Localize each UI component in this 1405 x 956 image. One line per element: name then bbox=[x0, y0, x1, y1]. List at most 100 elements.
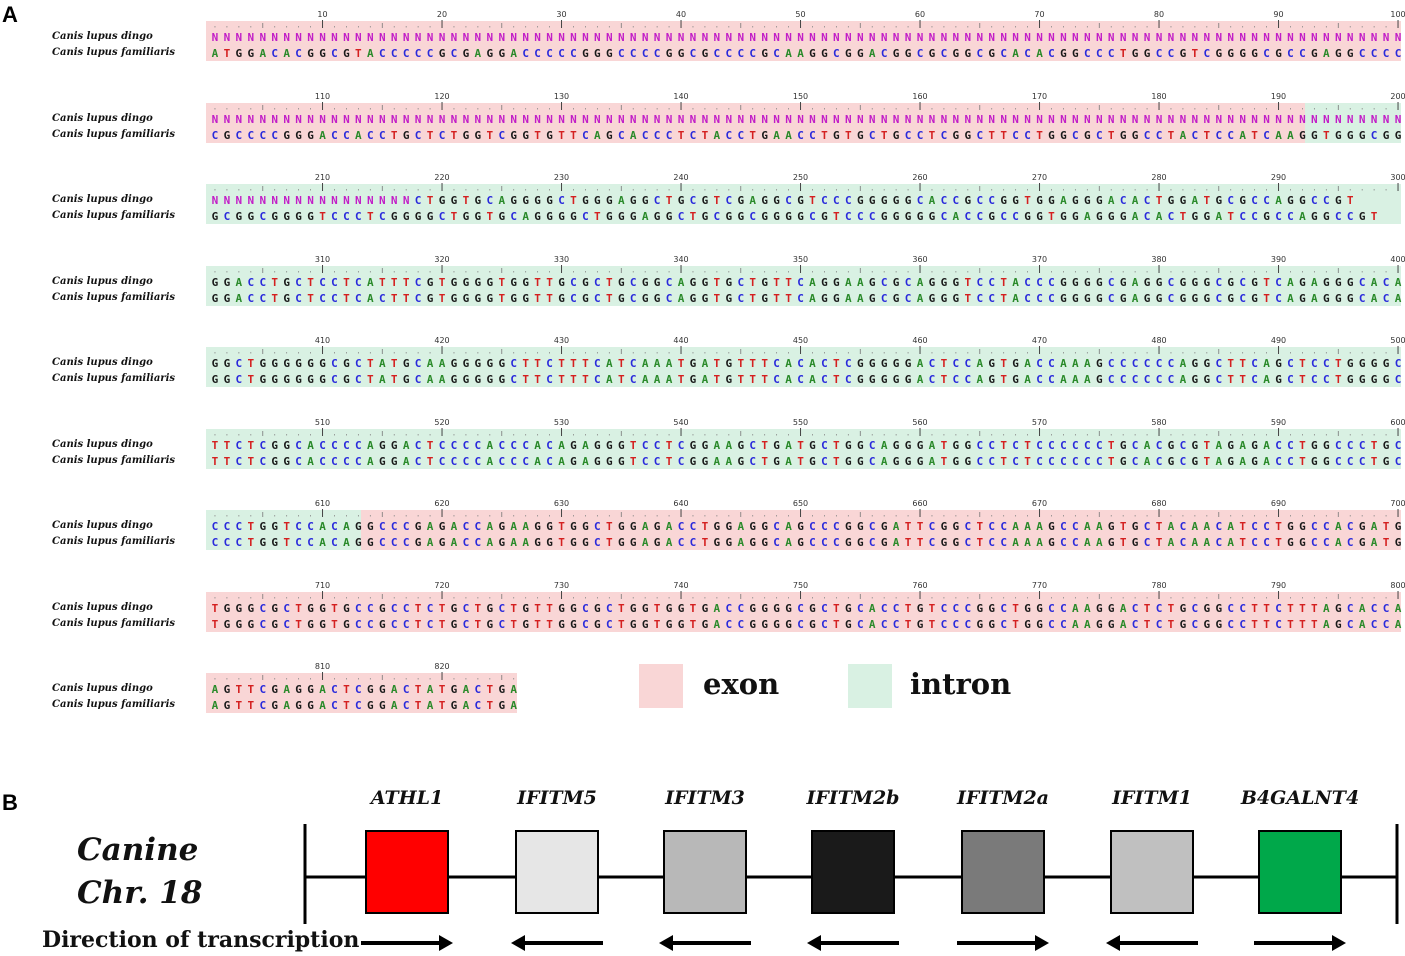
nucleotide: G bbox=[1299, 536, 1306, 549]
nucleotide: A bbox=[402, 454, 410, 468]
nucleotide: N bbox=[1203, 31, 1211, 44]
alignment-block: 410 420 430 440 450 460 470 480 490 500 Canis lupu… bbox=[0, 334, 1405, 394]
nucleotide: G bbox=[1334, 194, 1342, 207]
nucleotide: T bbox=[1334, 357, 1342, 370]
nucleotide: C bbox=[653, 438, 661, 452]
nucleotide: G bbox=[462, 275, 470, 289]
nucleotide: C bbox=[629, 357, 637, 370]
nucleotide: T bbox=[1000, 454, 1007, 468]
nucleotide: C bbox=[462, 601, 470, 615]
nucleotide: G bbox=[1179, 291, 1187, 305]
nucleotide: N bbox=[856, 31, 864, 44]
nucleotide: T bbox=[617, 357, 625, 370]
nucleotide: G bbox=[964, 454, 972, 468]
nucleotide: T bbox=[629, 454, 637, 468]
nucleotide: G bbox=[594, 617, 601, 631]
nucleotide: C bbox=[976, 291, 984, 305]
nucleotide: G bbox=[1191, 438, 1199, 452]
nucleotide: G bbox=[773, 454, 780, 468]
nucleotide: C bbox=[940, 194, 948, 207]
ruler-tick-label: 350 bbox=[793, 255, 808, 264]
nucleotide: T bbox=[1012, 617, 1019, 631]
nucleotide: N bbox=[868, 31, 876, 44]
nucleotide: N bbox=[904, 112, 912, 126]
nucleotide: A bbox=[868, 617, 876, 631]
nucleotide: G bbox=[1012, 357, 1019, 370]
nucleotide: C bbox=[737, 291, 745, 305]
nucleotide: C bbox=[1251, 357, 1258, 370]
intron-region bbox=[206, 347, 1401, 387]
nucleotide: C bbox=[1370, 47, 1378, 60]
nucleotide: C bbox=[331, 699, 338, 712]
nucleotide: T bbox=[665, 438, 673, 452]
nucleotide: G bbox=[1311, 438, 1318, 452]
nucleotide: G bbox=[964, 194, 972, 207]
nucleotide: A bbox=[1370, 536, 1378, 549]
nucleotide: A bbox=[785, 373, 792, 386]
nucleotide: A bbox=[367, 291, 374, 305]
nucleotide: G bbox=[797, 536, 804, 549]
nucleotide: T bbox=[570, 373, 577, 386]
nucleotide: G bbox=[1323, 210, 1330, 223]
nucleotide: N bbox=[749, 112, 757, 126]
nucleotide: A bbox=[976, 373, 984, 386]
nucleotide: T bbox=[1299, 373, 1306, 386]
nucleotide: C bbox=[1287, 438, 1294, 452]
nucleotide: C bbox=[1167, 357, 1175, 370]
nucleotide: G bbox=[1287, 194, 1294, 207]
nucleotide: C bbox=[235, 438, 243, 452]
nucleotide: G bbox=[1334, 128, 1342, 142]
nucleotide: C bbox=[1167, 291, 1175, 305]
nucleotide: A bbox=[617, 194, 625, 207]
nucleotide: T bbox=[617, 601, 625, 615]
nucleotide: T bbox=[1239, 373, 1246, 386]
nucleotide: G bbox=[952, 47, 960, 60]
nucleotide: A bbox=[259, 47, 267, 60]
nucleotide: G bbox=[223, 601, 231, 615]
nucleotide: C bbox=[629, 47, 637, 60]
nucleotide: N bbox=[1227, 31, 1235, 44]
nucleotide: G bbox=[486, 601, 494, 615]
nucleotide: G bbox=[426, 291, 434, 305]
ruler-tick-label: 550 bbox=[793, 418, 808, 427]
ruler-tick-label: 410 bbox=[315, 336, 330, 345]
nucleotide: G bbox=[1143, 47, 1151, 60]
nucleotide: C bbox=[498, 617, 506, 631]
nucleotide: T bbox=[606, 536, 613, 549]
ruler-tick-label: 240 bbox=[673, 173, 688, 182]
species-name-familiaris: Canis lupus familiaris bbox=[52, 617, 175, 629]
ruler-tick-label: 510 bbox=[315, 418, 330, 427]
nucleotide: G bbox=[414, 536, 422, 549]
nucleotide: C bbox=[725, 617, 733, 631]
nucleotide: C bbox=[1358, 454, 1366, 468]
nucleotide: A bbox=[641, 520, 649, 533]
nucleotide: A bbox=[498, 194, 506, 207]
nucleotide: C bbox=[1048, 438, 1055, 452]
nucleotide: G bbox=[367, 683, 374, 696]
nucleotide: G bbox=[247, 601, 255, 615]
nucleotide: C bbox=[1215, 536, 1223, 549]
nucleotide: A bbox=[522, 210, 529, 223]
nucleotide: T bbox=[414, 699, 422, 712]
nucleotide: G bbox=[307, 601, 314, 615]
nucleotide: G bbox=[892, 454, 900, 468]
nucleotide: T bbox=[1000, 128, 1007, 142]
nucleotide: C bbox=[1346, 210, 1354, 223]
nucleotide: G bbox=[689, 438, 697, 452]
nucleotide: C bbox=[1000, 536, 1007, 549]
nucleotide: G bbox=[892, 47, 900, 60]
nucleotide: N bbox=[1334, 31, 1342, 44]
ruler-tick-label: 100 bbox=[1390, 10, 1405, 19]
nucleotide: N bbox=[1155, 31, 1163, 44]
nucleotide: C bbox=[1299, 47, 1306, 60]
nucleotide: G bbox=[617, 454, 625, 468]
nucleotide: G bbox=[307, 373, 314, 386]
nucleotide: G bbox=[797, 210, 804, 223]
nucleotide: G bbox=[1084, 194, 1091, 207]
nucleotide: A bbox=[1275, 128, 1282, 142]
nucleotide: T bbox=[367, 210, 374, 223]
nucleotide: C bbox=[940, 47, 948, 60]
nucleotide: N bbox=[1060, 112, 1067, 126]
